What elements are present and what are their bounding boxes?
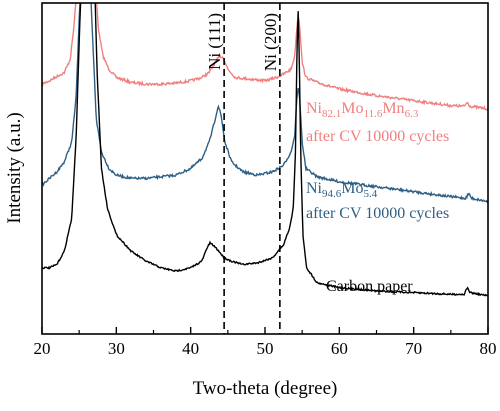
series-2-label-line2: after CV 10000 cycles bbox=[306, 205, 449, 222]
x-axis-label: Two-theta (degree) bbox=[193, 378, 338, 399]
series-line-2 bbox=[42, 3, 488, 204]
x-tick-label-30: 30 bbox=[108, 339, 125, 358]
series-1-label-line2: after CV 10000 cycles bbox=[306, 128, 449, 145]
x-tick-label-50: 50 bbox=[257, 339, 274, 358]
series-1-label: Ni82.1Mo11.6Mn6.3 bbox=[306, 100, 419, 120]
series-2-label: Ni94.6Mo5.4 bbox=[306, 180, 378, 200]
series-3-label: Carbon paper bbox=[326, 278, 413, 295]
reference-line-label-2: Ni (200) bbox=[261, 13, 280, 71]
x-tick-label-20: 20 bbox=[34, 339, 51, 358]
series-line-1 bbox=[42, 3, 488, 112]
reference-line-label-1: Ni (111) bbox=[205, 13, 224, 70]
x-tick-label-80: 80 bbox=[480, 339, 497, 358]
x-tick-label-40: 40 bbox=[182, 339, 199, 358]
x-tick-label-60: 60 bbox=[331, 339, 348, 358]
y-axis-label: Intensity (a.u.) bbox=[4, 112, 25, 223]
x-tick-label-70: 70 bbox=[405, 339, 422, 358]
series-line-3 bbox=[42, 3, 488, 297]
